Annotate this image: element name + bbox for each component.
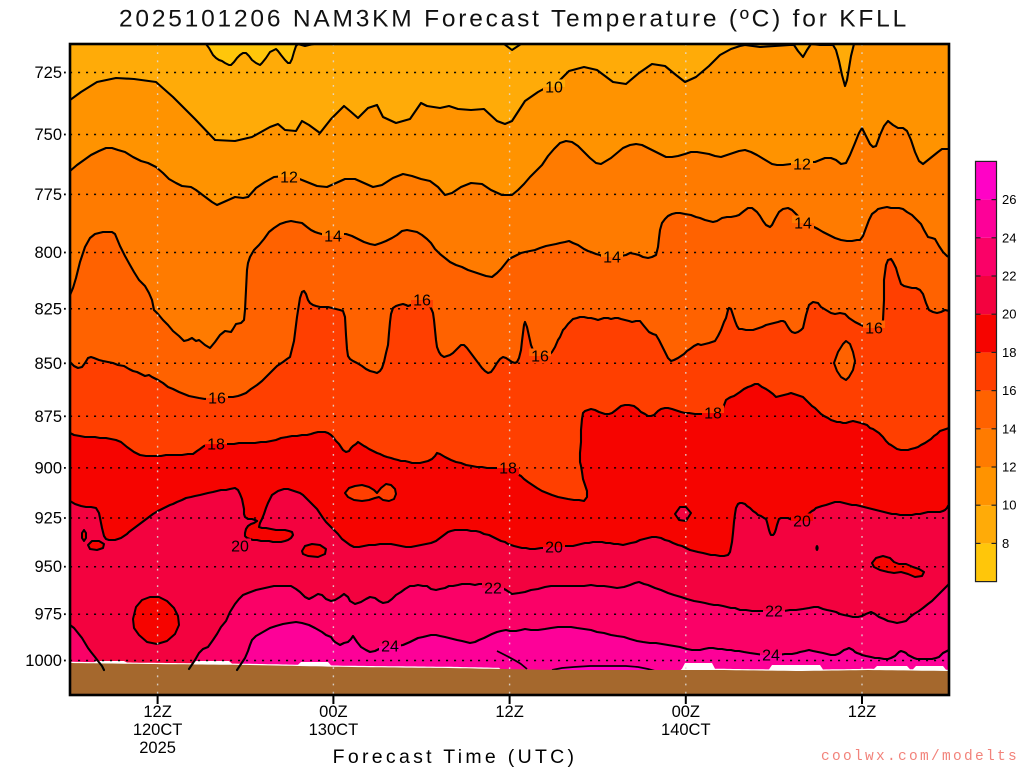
svg-text:12: 12 <box>1002 460 1016 475</box>
svg-text:16: 16 <box>1002 383 1016 398</box>
svg-text:825: 825 <box>34 300 62 318</box>
svg-text:140CT: 140CT <box>661 721 711 739</box>
svg-text:18: 18 <box>704 406 722 423</box>
svg-text:24: 24 <box>1002 230 1016 245</box>
svg-text:00Z: 00Z <box>319 703 347 721</box>
svg-text:20: 20 <box>231 539 249 556</box>
svg-text:16: 16 <box>413 293 431 310</box>
svg-text:14: 14 <box>1002 421 1016 436</box>
svg-text:16: 16 <box>208 391 226 408</box>
svg-text:24: 24 <box>762 648 780 665</box>
svg-text:725: 725 <box>34 64 62 82</box>
svg-text:24: 24 <box>381 639 399 656</box>
svg-text:14: 14 <box>324 229 342 246</box>
svg-text:12Z: 12Z <box>848 703 876 721</box>
svg-text:750: 750 <box>34 126 62 144</box>
svg-text:22: 22 <box>484 581 502 598</box>
svg-text:2025101206 NAM3KM Forecast Tem: 2025101206 NAM3KM Forecast Temperature (… <box>119 6 909 33</box>
svg-text:950: 950 <box>34 558 62 576</box>
svg-text:14: 14 <box>603 250 621 267</box>
svg-text:875: 875 <box>34 408 62 426</box>
svg-text:18: 18 <box>1002 345 1016 360</box>
svg-text:10: 10 <box>1002 498 1016 513</box>
svg-text:coolwx.com/modelts: coolwx.com/modelts <box>821 749 1019 765</box>
svg-text:16: 16 <box>865 321 883 338</box>
svg-text:120CT: 120CT <box>133 721 183 739</box>
svg-text:130CT: 130CT <box>309 721 359 739</box>
svg-text:800: 800 <box>34 244 62 262</box>
svg-text:18: 18 <box>207 437 225 454</box>
svg-text:22: 22 <box>765 604 783 621</box>
svg-text:22: 22 <box>1002 269 1016 284</box>
svg-text:12: 12 <box>280 170 298 187</box>
svg-text:00Z: 00Z <box>672 703 700 721</box>
svg-text:900: 900 <box>34 459 62 477</box>
svg-text:20: 20 <box>1002 307 1016 322</box>
svg-text:8: 8 <box>1002 536 1009 551</box>
svg-text:12: 12 <box>793 157 811 174</box>
svg-text:12Z: 12Z <box>495 703 523 721</box>
svg-text:925: 925 <box>34 510 62 528</box>
svg-text:18: 18 <box>499 461 517 478</box>
svg-text:1000: 1000 <box>25 652 62 670</box>
svg-text:14: 14 <box>794 216 812 233</box>
svg-text:2025: 2025 <box>139 739 176 757</box>
svg-text:20: 20 <box>793 514 811 531</box>
svg-text:20: 20 <box>545 540 563 557</box>
svg-text:26: 26 <box>1002 192 1016 207</box>
svg-text:12Z: 12Z <box>143 703 171 721</box>
svg-text:850: 850 <box>34 355 62 373</box>
svg-text:16: 16 <box>531 349 549 366</box>
svg-text:10: 10 <box>545 80 563 97</box>
svg-text:Forecast Time (UTC): Forecast Time (UTC) <box>333 746 578 768</box>
svg-text:775: 775 <box>34 186 62 204</box>
svg-text:975: 975 <box>34 606 62 624</box>
